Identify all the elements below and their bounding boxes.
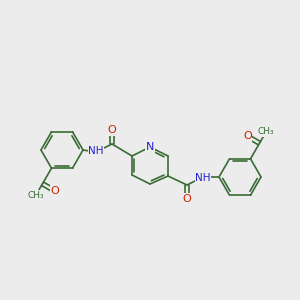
- Text: NH: NH: [88, 146, 104, 156]
- Text: O: O: [108, 125, 116, 135]
- Text: O: O: [183, 194, 191, 204]
- Text: NH: NH: [195, 173, 211, 183]
- Text: CH₃: CH₃: [258, 128, 274, 136]
- Text: N: N: [146, 142, 154, 152]
- Text: O: O: [50, 186, 59, 196]
- Text: CH₃: CH₃: [28, 190, 44, 200]
- Text: O: O: [243, 131, 252, 141]
